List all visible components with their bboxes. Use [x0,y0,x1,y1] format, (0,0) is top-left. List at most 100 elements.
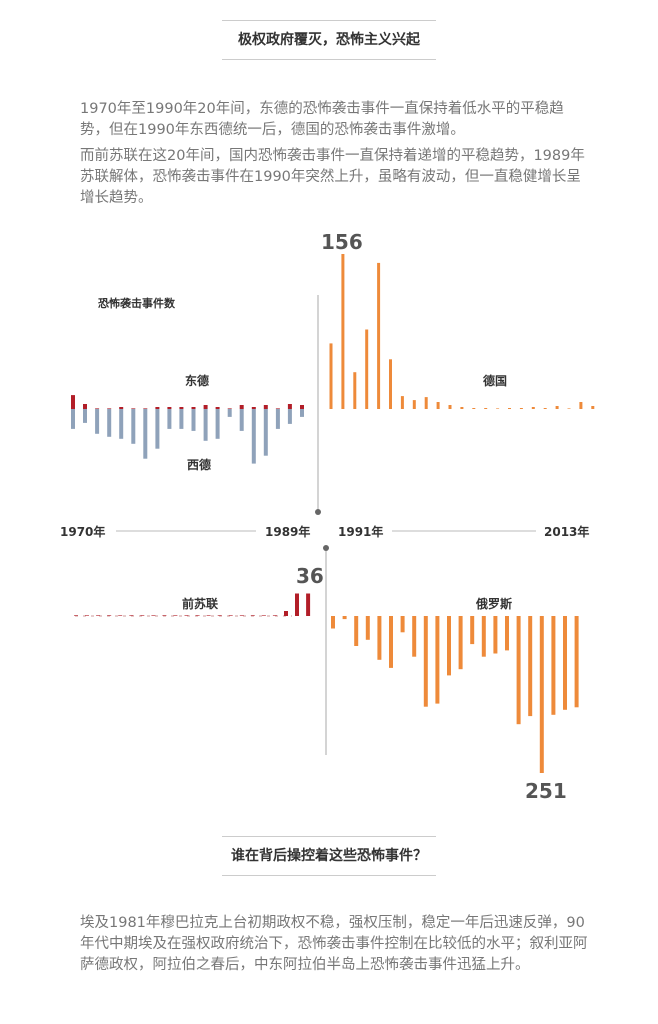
germany-bar-2002 [460,407,464,409]
east-germany-bar-1982 [215,407,220,409]
west-germany-bar-1977 [155,409,160,449]
russia-bar-2000 [423,616,428,707]
west-germany-bar-1974 [119,409,124,439]
east-germany-bar-1970 [71,395,75,409]
russia-bar-2004 [470,616,475,645]
russia-bar-1992 [331,616,335,629]
soviet-bar-1978 [162,615,167,616]
soviet-bar-1971 [85,615,89,616]
germany-soviet-chart: 恐怖袭击事件数 东德 西德 德国 156 1970年 1989年 1991年 2… [60,230,595,803]
germany-bar-1999 [424,397,428,409]
russia-bar-1994 [354,616,359,646]
intro-paragraph-2: 而前苏联在这20年间，国内恐怖袭击事件一直保持着递增的平稳趋势，1989年苏联解… [80,148,585,206]
west-germany-bar-1989 [300,409,304,417]
soviet-bar-1986 [250,615,255,616]
russia-bar-2003 [458,616,463,670]
soviet-bar-1990 [295,593,299,616]
east-germany-bar-1976 [143,408,148,409]
russia-bar-1996 [377,616,382,660]
east-germany-bar-1979 [179,407,184,409]
east-germany-bar-1986 [263,405,268,409]
soviet-bar-1991 [306,593,311,616]
germany-bar-2001 [448,405,452,409]
soviet-bar-1973 [107,615,112,616]
germany-bar-2003 [472,408,476,409]
russia-bar-1999 [412,616,417,657]
section-title-top: 极权政府覆灭，恐怖主义兴起 [222,20,436,60]
soviet-bar-1988 [272,615,277,616]
soviet-bar-1987 [261,615,266,616]
west-germany-bar-1979 [179,409,184,429]
east-germany-bar-1980 [191,407,196,409]
germany-bar-1994 [365,329,369,409]
west-germany-bar-1982 [215,409,220,439]
axis-label-1991: 1991年 [338,524,383,539]
outro-text: 埃及1981年穆巴拉克上台初期政权不稳，强权压制，稳定一年后迅速反弹，90年代中… [80,913,592,981]
west-germany-bar-1988 [287,409,292,424]
soviet-bar-1977 [151,615,156,616]
soviet-bar-1972 [96,615,101,616]
series-label-soviet: 前苏联 [182,596,218,611]
russia-bar-2007 [505,616,509,651]
germany-bar-1993 [353,372,357,409]
soviet-bar-1979 [173,615,178,616]
germany-bar-2009 [543,408,547,409]
soviet-bar-1976 [140,615,145,616]
soviet-bar-1982 [206,615,211,616]
east-germany-bar-1974 [119,407,124,409]
russia-bar-2006 [493,616,498,654]
east-germany-bar-1977 [155,407,160,409]
germany-bar-2011 [567,408,571,409]
series-label-germany: 德国 [483,373,507,388]
east-germany-bar-1985 [251,407,256,409]
germany-bar-1998 [412,400,416,409]
germany-bar-2000 [436,402,440,409]
germany-bar-2006 [508,408,511,409]
west-germany-bar-1980 [191,409,196,431]
russia-bar-2001 [435,616,440,704]
russia-bar-2009 [528,616,533,717]
peak-label-156: 156 [321,230,363,254]
russia-bar-1998 [400,616,405,633]
soviet-bar-1983 [217,615,222,616]
west-germany-bar-1975 [131,409,136,444]
peak-label-36: 36 [296,564,324,588]
west-germany-bar-1971 [83,409,87,423]
germany-bar-1992 [341,254,345,409]
russia-bar-2013 [574,616,579,708]
east-germany-bar-1978 [167,407,172,409]
west-germany-bar-1983 [227,409,232,417]
axis-label-1989: 1989年 [265,524,310,539]
east-germany-bar-1975 [131,408,136,409]
soviet-bar-1974 [118,615,123,616]
russia-bar-2005 [481,616,486,657]
west-germany-bar-1976 [143,409,148,459]
germany-bar-1995 [377,262,381,409]
series-label-russia: 俄罗斯 [475,596,512,611]
soviet-bar-1980 [184,615,189,616]
west-germany-bar-1973 [107,409,112,437]
germany-bar-2008 [531,407,535,409]
section-title-bottom: 谁在背后操控着这些恐怖事件？ [222,836,436,876]
russia-bar-2010 [539,616,544,773]
germany-bar-2005 [496,408,500,409]
axis-label-2013: 2013年 [544,524,589,539]
germany-bar-2010 [555,406,559,409]
germany-bar-1996 [389,359,392,409]
y-axis-label: 恐怖袭击事件数 [98,296,176,310]
chart-grid [75,295,536,755]
east-germany-bar-1981 [203,405,208,409]
soviet-bar-1981 [195,615,200,616]
germany-bar-1991 [329,343,333,409]
center-axis-lower-dot [323,545,329,551]
axis-label-1970: 1970年 [60,524,105,539]
germany-bar-2012 [579,402,583,409]
west-germany-bar-1972 [95,409,100,434]
outro-paragraph-1: 埃及1981年穆巴拉克上台初期政权不稳，强权压制，稳定一年后迅速反弹，90年代中… [80,915,588,973]
east-germany-bar-1983 [227,408,232,409]
east-germany-bar-1973 [107,408,112,409]
east-germany-bar-1987 [275,408,280,409]
series-label-east-germany: 东德 [185,373,209,388]
russia-bar-2011 [551,616,556,715]
russia-bar-2012 [563,616,567,710]
